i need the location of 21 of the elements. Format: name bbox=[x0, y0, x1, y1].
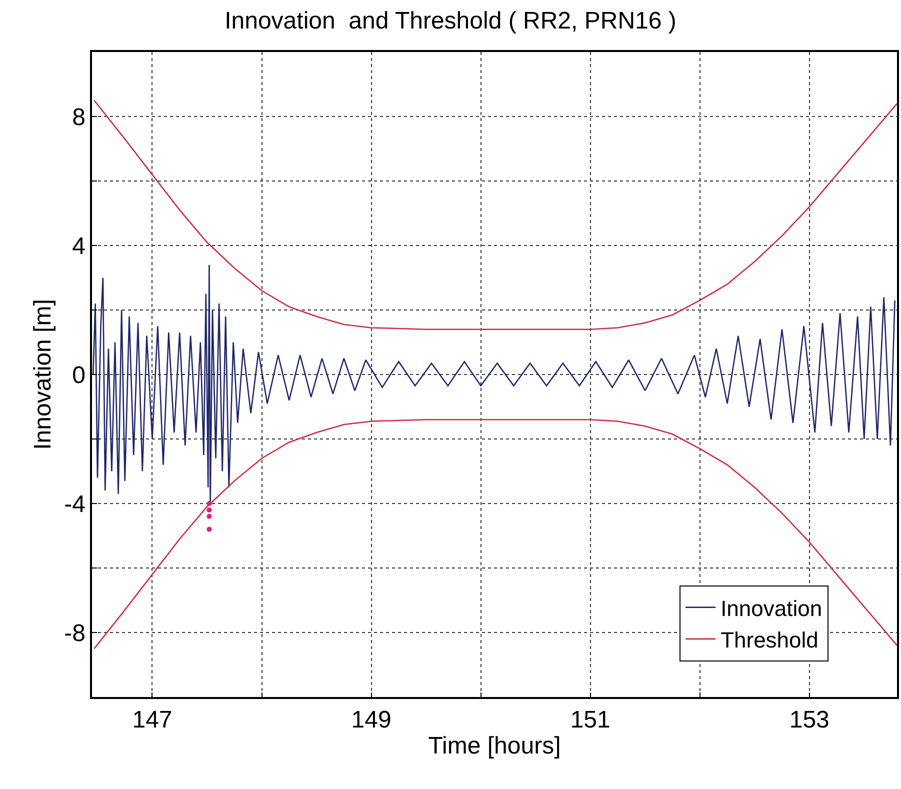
y-tick-label: 0 bbox=[72, 362, 86, 389]
point bbox=[206, 501, 212, 506]
legend-label: Threshold bbox=[720, 628, 818, 653]
legend-label: Innovation bbox=[720, 596, 822, 621]
line-series bbox=[94, 419, 897, 650]
y-tick-label: -8 bbox=[64, 620, 86, 647]
point bbox=[206, 507, 212, 512]
x-tick-label: 147 bbox=[132, 706, 172, 734]
chart-title: Innovation and Threshold ( RR2, PRN16 ) bbox=[224, 8, 676, 35]
line-series bbox=[94, 100, 897, 330]
x-tick-label: 151 bbox=[570, 706, 610, 734]
line-series bbox=[92, 264, 896, 504]
point bbox=[206, 514, 212, 519]
y-tick-label: 4 bbox=[72, 232, 86, 260]
x-tick-label: 153 bbox=[789, 706, 830, 734]
y-axis-title: Innovation [m] bbox=[30, 299, 57, 450]
x-tick-label: 149 bbox=[351, 706, 392, 734]
x-axis-title: Time [hours] bbox=[428, 732, 561, 760]
y-tick-label: 8 bbox=[72, 104, 86, 131]
y-tick-label: -4 bbox=[64, 490, 86, 518]
point bbox=[206, 526, 212, 532]
